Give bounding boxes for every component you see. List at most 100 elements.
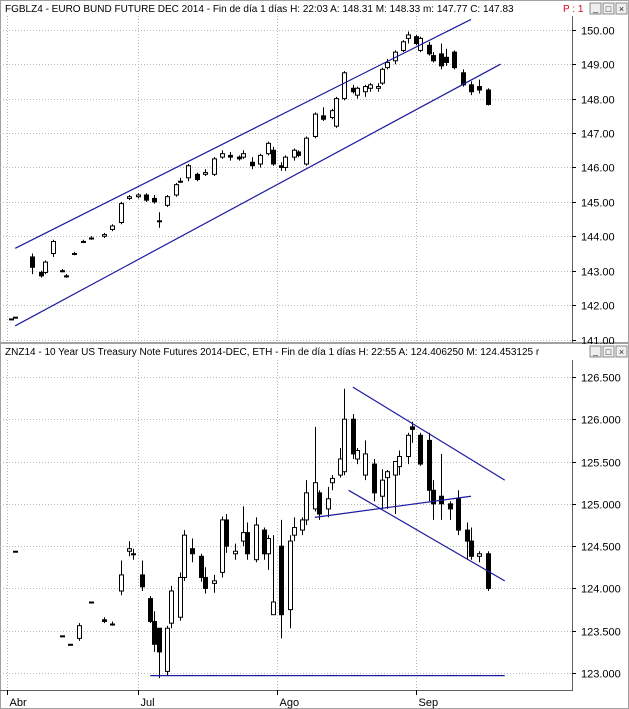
bottom-chart-panel — [0, 343, 629, 709]
candle — [477, 551, 482, 563]
candle-body — [245, 532, 250, 555]
candle — [292, 517, 297, 542]
top-header-p-indicator: P : 1 — [563, 4, 584, 15]
candle-body — [469, 540, 474, 557]
candle-body — [224, 519, 229, 547]
candle-body — [165, 627, 170, 672]
trendline[interactable] — [314, 495, 472, 518]
candle-body — [406, 434, 411, 457]
bottom-ytick-label: 123.500 — [581, 627, 621, 639]
svg-text:□: □ — [606, 347, 612, 357]
candle-body — [131, 553, 136, 556]
candle — [444, 48, 449, 66]
candle-body — [456, 498, 461, 531]
top-price-axis: 150.00 149.00 148.00 147.00 146.00 145.00 144.… — [572, 26, 615, 348]
candle — [199, 553, 204, 582]
bottom-header-bar — [1, 344, 628, 359]
top-ytick-label: 150.00 — [581, 26, 615, 38]
candle — [342, 71, 347, 101]
trendline[interactable] — [352, 386, 506, 481]
candle — [119, 201, 124, 225]
candle — [486, 88, 491, 106]
candle-body — [461, 72, 466, 86]
candle — [414, 34, 419, 46]
candle — [431, 480, 436, 520]
candle-body — [119, 203, 124, 224]
candle-body — [355, 450, 360, 460]
candle — [271, 146, 276, 166]
trendline[interactable] — [14, 18, 472, 249]
candle — [152, 611, 157, 652]
candle-body — [212, 580, 217, 584]
candle — [469, 81, 474, 96]
trendline[interactable] — [348, 489, 506, 582]
candle-body — [258, 154, 263, 165]
candle-body — [444, 56, 449, 63]
candle — [406, 432, 411, 465]
candle-body — [385, 61, 390, 69]
top-close-button[interactable]: × — [615, 2, 628, 15]
candle-body — [254, 524, 259, 561]
candle-body — [89, 601, 94, 604]
candle-body — [127, 196, 132, 199]
candle — [351, 414, 356, 459]
candle-body — [136, 194, 141, 198]
candle — [342, 388, 347, 476]
candle-body — [363, 453, 368, 476]
candle-body — [199, 555, 204, 578]
candle — [186, 164, 191, 182]
candle-body — [448, 503, 453, 510]
bottom-maximize-button[interactable]: □ — [602, 345, 615, 358]
candle-body — [292, 149, 297, 158]
svg-text:_: _ — [592, 3, 599, 13]
candle-body — [127, 548, 132, 552]
candle-body — [241, 532, 246, 542]
candle-body — [148, 598, 153, 622]
candle — [427, 41, 432, 56]
candle — [136, 193, 141, 199]
candle — [304, 480, 309, 525]
candle-body — [169, 590, 174, 624]
top-header-text: FGBLZ4 - EURO BUND FUTURE DEC 2014 - Fin… — [5, 4, 514, 15]
candle-body — [342, 72, 347, 100]
candle — [178, 177, 183, 183]
candle — [300, 517, 305, 536]
candle-body — [60, 270, 65, 273]
candle-body — [68, 643, 73, 646]
candle-body — [241, 153, 246, 158]
bottom-close-button[interactable]: × — [615, 345, 628, 358]
trendline[interactable] — [14, 63, 501, 327]
top-minimize-button[interactable]: _ — [589, 2, 602, 15]
candle-body — [330, 477, 335, 484]
candle-body — [410, 426, 415, 430]
candle — [72, 251, 77, 256]
top-maximize-button[interactable]: □ — [602, 2, 615, 15]
candle — [452, 50, 457, 70]
candle — [152, 194, 157, 204]
candle — [157, 627, 162, 679]
bottom-ytick-label: 124.000 — [581, 584, 621, 596]
candle-body — [477, 553, 482, 557]
candle — [250, 157, 255, 170]
candle-body — [250, 161, 255, 167]
candle-body — [368, 84, 373, 89]
candle — [279, 519, 284, 639]
candle-body — [140, 574, 145, 588]
candle — [304, 136, 309, 166]
candle-body — [372, 463, 377, 494]
bottom-minimize-button[interactable]: _ — [589, 345, 602, 358]
candle-body — [271, 149, 276, 165]
svg-text:_: _ — [592, 346, 599, 356]
candle-body — [300, 519, 305, 531]
candle-body — [317, 492, 322, 515]
candle-body — [363, 86, 368, 93]
candle-body — [39, 271, 44, 277]
top-ytick-label: 148.00 — [581, 95, 615, 107]
candle — [102, 617, 107, 624]
candle — [393, 461, 398, 514]
candle-body — [81, 240, 86, 243]
candle — [131, 548, 136, 560]
candle-body — [431, 489, 436, 505]
candle — [190, 538, 195, 563]
candle-body — [110, 623, 115, 626]
